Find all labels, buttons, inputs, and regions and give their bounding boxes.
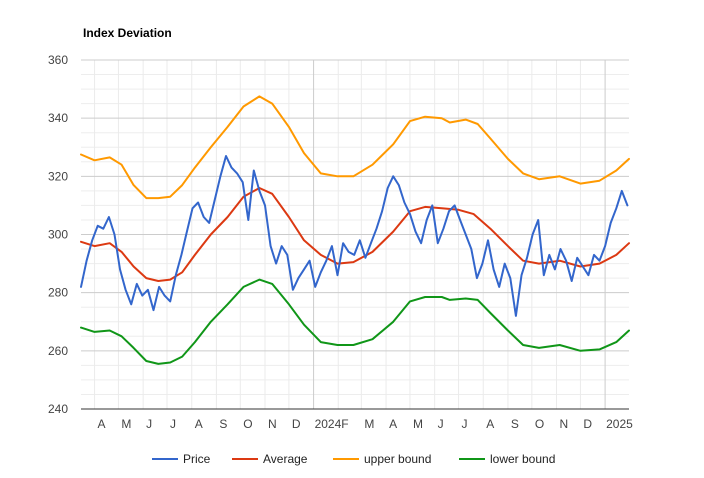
x-tick-label: J [462,417,468,431]
x-axis-tick-labels: A M J J A S O N D 2024 F M A M J J A S O N D 2025 [98,417,634,431]
x-tick-label: A [98,417,106,431]
legend-label: Average [263,452,308,466]
series-line-price [80,155,629,317]
legend-item-lower-bound[interactable]: lower bound [459,452,555,466]
x-tick-label: O [535,417,544,431]
x-tick-label: 2024 [315,417,342,431]
legend-item-upper-bound[interactable]: upper bound [333,452,431,466]
x-tick-label: N [560,417,569,431]
y-tick-label: 240 [48,402,68,416]
y-tick-label: 340 [48,111,68,125]
x-tick-label: A [486,417,494,431]
major-gridlines [81,59,629,410]
y-tick-label: 280 [48,286,68,300]
x-tick-label: S [219,417,227,431]
y-tick-label: 320 [48,169,68,183]
x-tick-label: M [413,417,423,431]
series-lines [80,95,630,365]
x-tick-label: J [438,417,444,431]
legend-label: lower bound [490,452,555,466]
series-line-lower-bound [80,278,630,365]
x-tick-label: O [243,417,252,431]
x-tick-label: A [389,417,397,431]
x-tick-label: D [292,417,301,431]
x-tick-label: M [121,417,131,431]
y-tick-label: 360 [48,53,68,67]
x-tick-label: S [511,417,519,431]
minor-gridlines [81,74,629,395]
x-tick-label: D [583,417,592,431]
y-axis-tick-labels: 240 260 280 300 320 340 360 [48,53,68,416]
y-tick-label: 300 [48,228,68,242]
legend-label: Price [183,452,211,466]
y-tick-label: 260 [48,344,68,358]
x-tick-label: A [195,417,203,431]
x-tick-label: N [268,417,277,431]
legend-item-average[interactable]: Average [232,452,308,466]
chart-title: Index Deviation [83,26,172,40]
legend[interactable]: Price Average upper bound lower bound [152,452,555,466]
x-tick-label: J [170,417,176,431]
legend-item-price[interactable]: Price [152,452,211,466]
x-tick-label: J [146,417,152,431]
legend-label: upper bound [364,452,431,466]
series-line-upper-bound [80,95,630,200]
x-tick-label: F [341,417,348,431]
x-tick-label: M [364,417,374,431]
x-tick-label: 2025 [606,417,633,431]
